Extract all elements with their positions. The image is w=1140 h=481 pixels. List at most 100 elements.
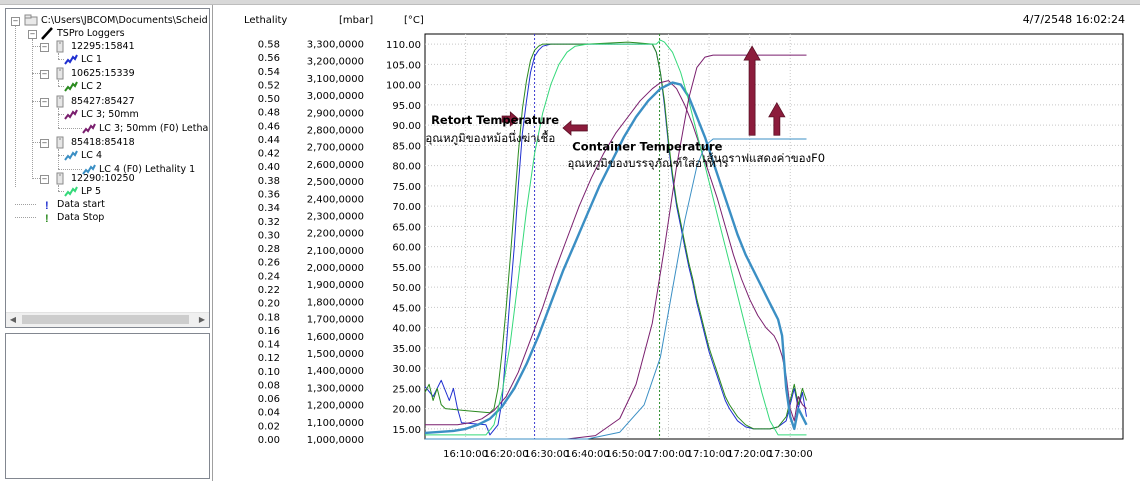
pressure-tick: 3,100,0000 (307, 74, 364, 85)
tree-connector (15, 217, 36, 218)
tree-connector (15, 26, 16, 187)
tree-horizontal-scrollbar[interactable]: ◀ ▶ (6, 312, 209, 327)
lethality-tick: 0.24 (258, 271, 280, 282)
f0-label-th: เส้นกราฟแสดงค่าของF0 (703, 151, 826, 165)
f0-arrow-short (768, 102, 786, 136)
lethality-tick: 0.02 (258, 421, 280, 432)
series-line-4 (425, 39, 807, 436)
tree-collapse-logger-icon[interactable]: − (40, 175, 49, 184)
pressure-tick: 1,300,0000 (307, 383, 364, 394)
logger-chip-icon (54, 40, 68, 53)
lethality-tick: 0.40 (258, 162, 280, 173)
tree-root-label: C:\Users\JBCOM\Documents\Scheid AG (41, 15, 210, 26)
temp-tick: 30.00 (392, 364, 421, 375)
marker-node-label: Data Stop (57, 212, 105, 223)
lethality-tick: 0.28 (258, 244, 280, 255)
pressure-tick: 3,200,0000 (307, 57, 364, 68)
pressure-tick: 2,500,0000 (307, 177, 364, 188)
time-tick: 16:20:00 (484, 449, 529, 460)
time-tick: 16:30:00 (524, 449, 569, 460)
pressure-tick: 1,400,0000 (307, 366, 364, 377)
tree-collapse-logger-icon[interactable]: − (40, 70, 49, 79)
time-tick: 17:20:00 (727, 449, 772, 460)
temp-tick: 50.00 (392, 283, 421, 294)
channel-node-label: LC 3; 50mm (F0) Lethality (99, 123, 209, 134)
tree-connector (32, 101, 44, 102)
logger-node-label: 85427:85427 (71, 96, 135, 107)
f0-arrow-tall (743, 45, 761, 136)
channel-node-label: LC 1 (81, 54, 102, 65)
pressure-tick: 3,000,0000 (307, 91, 364, 102)
temp-tick: 80.00 (392, 162, 421, 173)
pressure-tick: 2,300,0000 (307, 211, 364, 222)
series-line-2 (425, 80, 807, 426)
marker-node-label: Data start (57, 199, 105, 210)
temp-tick: 20.00 (392, 405, 421, 416)
temp-tick: 55.00 (392, 263, 421, 274)
chart-axes: 110.00 105.00 100.00 95.00 90.00 85.00 80.00 75… (258, 40, 813, 461)
tree-collapse-root-icon[interactable]: − (11, 17, 20, 26)
lethality-tick: 0.44 (258, 135, 280, 146)
pressure-tick: 1,800,0000 (307, 297, 364, 308)
lethality-tick: 0.36 (258, 190, 280, 201)
logger-group-icon (40, 27, 54, 40)
temp-tick: 75.00 (392, 182, 421, 193)
chart-timestamp: 4/7/2548 16:02:24 (1023, 13, 1125, 26)
lethality-tick: 0.16 (258, 326, 280, 337)
temp-tick: 70.00 (392, 202, 421, 213)
retort-label-en: Retort Temperature (431, 113, 559, 127)
tree-connector (32, 142, 44, 143)
lethality-tick: 0.12 (258, 353, 280, 364)
logger-node-label: 12290:10250 (71, 173, 135, 184)
temp-tick: 25.00 (392, 384, 421, 395)
tree-collapse-logger-icon[interactable]: − (40, 139, 49, 148)
left-pane: − C:\Users\JBCOM\Documents\Scheid AG − TSPr… (0, 5, 213, 481)
temperature-axis-label: [°C] (404, 15, 424, 26)
lethality-tick: 0.18 (258, 312, 280, 323)
lethality-tick: 0.48 (258, 108, 280, 119)
temp-tick: 90.00 (392, 121, 421, 132)
series-line-5 (425, 54, 807, 440)
exclamation-icon: ! (40, 211, 54, 225)
chart-grid (424, 33, 1124, 440)
scroll-left-icon[interactable]: ◀ (9, 315, 17, 324)
pressure-tick: 1,900,0000 (307, 280, 364, 291)
temp-tick: 15.00 (392, 425, 421, 436)
window-top-bar (0, 0, 1140, 5)
series-line-icon (64, 80, 78, 93)
pressure-tick: 2,100,0000 (307, 246, 364, 257)
tree-connector (58, 128, 82, 129)
tree-collapse-group-icon[interactable]: − (28, 30, 37, 39)
lethality-tick: 0.58 (258, 40, 280, 51)
tree-connector (58, 191, 64, 192)
time-tick: 16:40:00 (565, 449, 610, 460)
tree-connector (58, 169, 82, 170)
tree-connector (58, 86, 64, 87)
scroll-right-icon[interactable]: ▶ (198, 315, 206, 324)
channel-node-label: LP 5 (81, 186, 102, 197)
lethality-tick: 0.30 (258, 230, 280, 241)
channel-node-label: LC 4 (F0) Lethality 1 (99, 164, 196, 175)
channel-node-label: LC 4 (81, 150, 102, 161)
pressure-tick: 1,500,0000 (307, 349, 364, 360)
scroll-thumb[interactable] (22, 315, 189, 324)
pressure-tick: 2,200,0000 (307, 229, 364, 240)
series-line-icon (64, 53, 78, 66)
tree-collapse-logger-icon[interactable]: − (40, 98, 49, 107)
folder-icon (24, 14, 38, 27)
data-chart: 110.00 105.00 100.00 95.00 90.00 85.00 80.00 75… (213, 5, 1139, 481)
temp-tick: 40.00 (392, 324, 421, 335)
tree-collapse-logger-icon[interactable]: − (40, 43, 49, 52)
tree-connector (58, 108, 59, 128)
tree-connector (58, 114, 64, 115)
temp-tick: 100.00 (386, 81, 421, 92)
logger-node-label: 85418:85418 (71, 137, 135, 148)
series-line-icon (82, 122, 96, 135)
lethality-tick: 0.50 (258, 94, 280, 105)
plot-area (424, 33, 1124, 440)
time-tick: 16:10:00 (443, 449, 488, 460)
lethality-tick: 0.00 (258, 435, 280, 446)
pressure-tick: 2,400,0000 (307, 194, 364, 205)
temp-tick: 110.00 (386, 40, 421, 51)
tree-connector (58, 155, 64, 156)
